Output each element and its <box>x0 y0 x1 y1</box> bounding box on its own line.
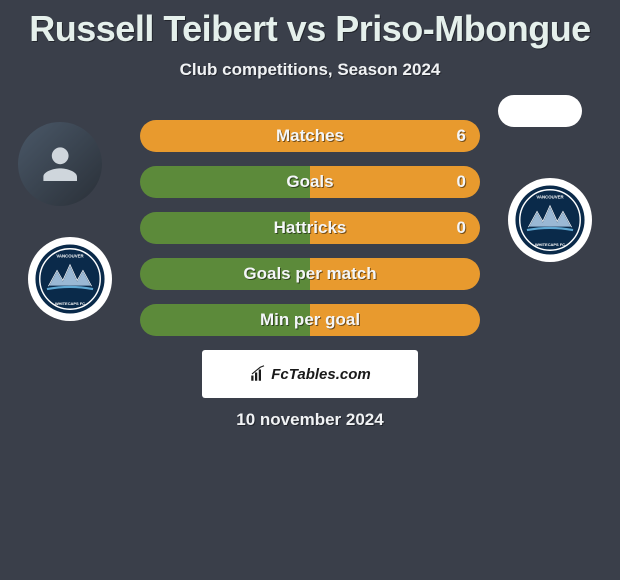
stats-bars: Matches 6 Goals 0 Hattricks 0 Goals per match M… <box>140 120 480 350</box>
stat-bar: Hattricks 0 <box>140 212 480 244</box>
player-left-club-badge: VANCOUVER WHITECAPS FC <box>28 237 112 321</box>
comparison-title: Russell Teibert vs Priso-Mbongue <box>0 0 620 50</box>
stat-bar-label: Matches <box>276 126 344 146</box>
player-right-club-badge: VANCOUVER WHITECAPS FC <box>508 178 592 262</box>
attribution-text: FcTables.com <box>271 366 370 383</box>
stat-bar: Goals per match <box>140 258 480 290</box>
svg-text:VANCOUVER: VANCOUVER <box>56 253 84 258</box>
stat-bar-right-value: 6 <box>457 126 466 146</box>
svg-text:WHITECAPS FC: WHITECAPS FC <box>55 301 85 306</box>
snapshot-date: 10 november 2024 <box>0 410 620 430</box>
stat-bar-right-fill <box>310 166 480 198</box>
stat-bar-right-value: 0 <box>457 218 466 238</box>
player-right-avatar <box>498 95 582 127</box>
svg-text:VANCOUVER: VANCOUVER <box>536 194 564 199</box>
stat-bar-left-fill <box>140 166 310 198</box>
person-icon <box>35 139 85 189</box>
comparison-subtitle: Club competitions, Season 2024 <box>0 60 620 80</box>
stat-bar-label: Goals per match <box>243 264 376 284</box>
stat-bar-label: Goals <box>286 172 333 192</box>
svg-text:WHITECAPS FC: WHITECAPS FC <box>535 242 565 247</box>
stat-bar-right-value: 0 <box>457 172 466 192</box>
stat-bar: Min per goal <box>140 304 480 336</box>
fctables-logo-icon <box>249 365 267 383</box>
attribution-box: FcTables.com <box>202 350 418 398</box>
player-left-avatar <box>18 122 102 206</box>
stat-bar-label: Min per goal <box>260 310 360 330</box>
player-left-photo <box>18 122 102 206</box>
whitecaps-badge-icon: VANCOUVER WHITECAPS FC <box>508 178 592 262</box>
stat-bar: Matches 6 <box>140 120 480 152</box>
stat-bar: Goals 0 <box>140 166 480 198</box>
whitecaps-badge-icon: VANCOUVER WHITECAPS FC <box>28 237 112 321</box>
stat-bar-label: Hattricks <box>274 218 347 238</box>
